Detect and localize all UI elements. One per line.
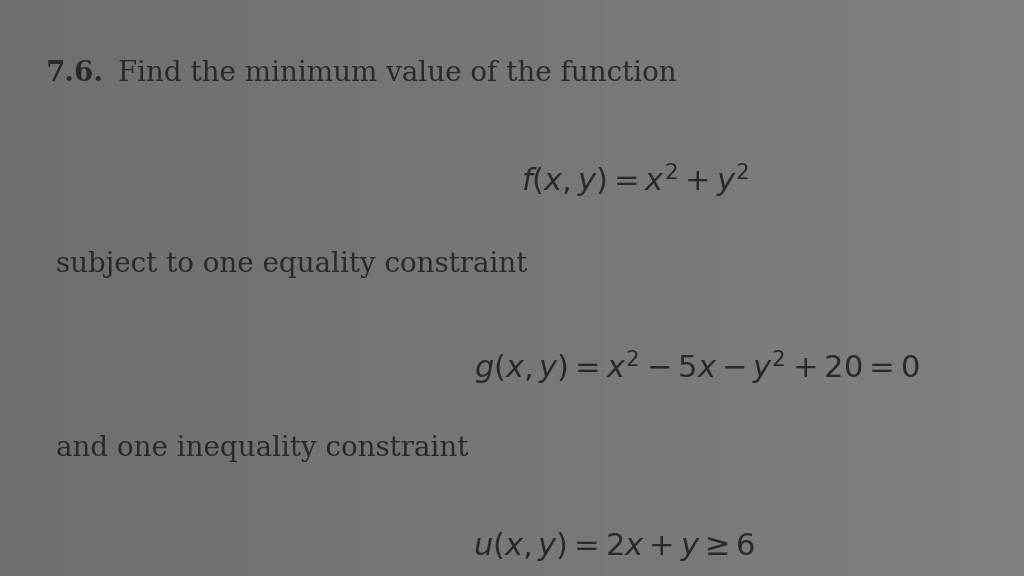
Text: subject to one equality constraint: subject to one equality constraint [56,251,527,278]
Text: and one inequality constraint: and one inequality constraint [56,435,469,462]
Text: 7.6.: 7.6. [46,60,104,88]
Text: $g(x, y) = x^2 - 5x - y^2 + 20 = 0$: $g(x, y) = x^2 - 5x - y^2 + 20 = 0$ [473,348,920,387]
Text: $f(x, y) = x^2 + y^2$: $f(x, y) = x^2 + y^2$ [521,161,749,200]
Text: Find the minimum value of the function: Find the minimum value of the function [118,60,677,88]
Text: $u(x, y) = 2x + y \geq 6$: $u(x, y) = 2x + y \geq 6$ [473,530,756,563]
